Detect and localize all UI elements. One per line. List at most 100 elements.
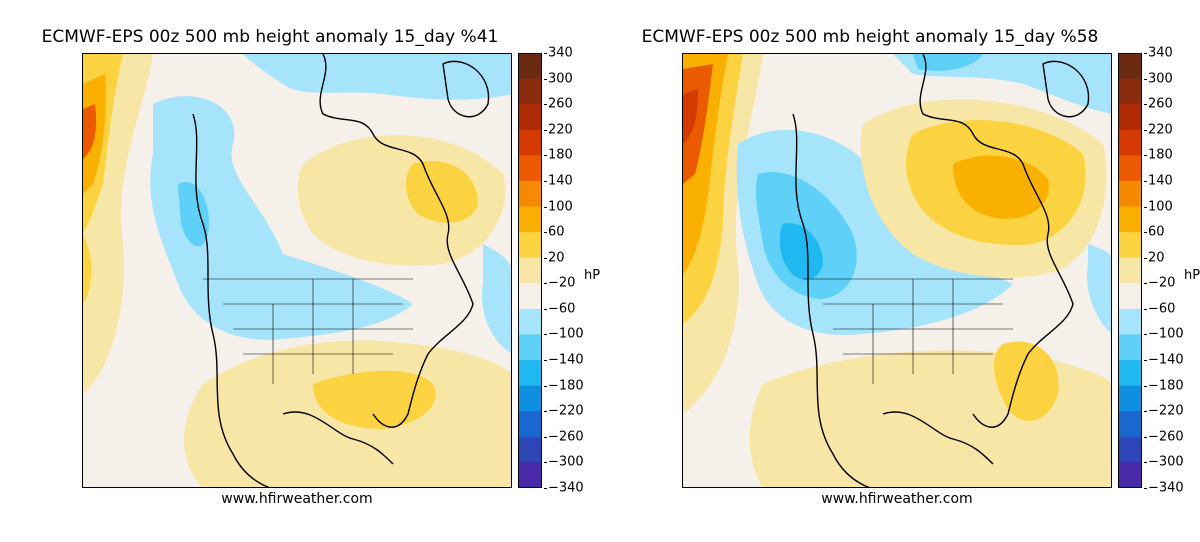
colorbar-segment <box>518 360 542 387</box>
colorbar-tick-mark <box>544 411 547 413</box>
colorbar-segment <box>1118 436 1142 463</box>
colorbar-segment <box>518 257 542 284</box>
colorbar-canvas <box>518 53 542 488</box>
colorbar-segment <box>518 283 542 310</box>
colorbar-tick-mark <box>1144 334 1147 336</box>
colorbar-tick-label: 260 <box>1148 96 1173 112</box>
colorbar-segment <box>518 232 542 259</box>
anomaly-map <box>82 53 512 488</box>
colorbar-tick-mark <box>1144 129 1147 131</box>
colorbar-tick-mark <box>1144 488 1147 489</box>
colorbar-tick-mark <box>1144 78 1147 80</box>
credit-text: www.hfirweather.com <box>221 491 373 507</box>
colorbar-tick-label: −260 <box>548 429 584 445</box>
colorbar-border <box>518 53 542 488</box>
colorbar-tick-mark <box>1144 462 1147 464</box>
panel-title: ECMWF-EPS 00z 500 mb height anomaly 15_d… <box>41 27 499 47</box>
colorbar-tick-mark <box>544 53 547 54</box>
colorbar-tick-label: 100 <box>548 199 573 215</box>
coastline-group <box>792 54 1090 487</box>
colorbar-tick-mark <box>1144 385 1147 387</box>
colorbar-segment <box>518 78 542 105</box>
anomaly-map <box>682 53 1112 488</box>
colorbar-tick-mark <box>1144 104 1147 106</box>
colorbar-tick-mark <box>1144 155 1147 157</box>
colorbar-segment <box>518 462 542 488</box>
colorbar-tick-mark <box>544 283 547 285</box>
colorbar-segment <box>1118 180 1142 208</box>
colorbar-segment <box>1118 206 1142 233</box>
colorbar-tick-mark <box>1144 360 1147 362</box>
colorbar-tick-label: −60 <box>548 301 576 317</box>
colorbar-tick-mark <box>1144 180 1147 182</box>
colorbar-tick-label: 220 <box>548 122 573 138</box>
colorbar-segment <box>518 104 542 131</box>
colorbar-unit: hP <box>1184 268 1200 283</box>
colorbar-tick-label: 60 <box>1148 224 1165 240</box>
colorbar-tick-mark <box>544 462 547 464</box>
colorbar-tick-label: −340 <box>1148 480 1184 496</box>
colorbar-tick-label: 20 <box>548 250 565 266</box>
colorbar-tick-label: −60 <box>1148 301 1176 317</box>
colorbar-tick-label: −340 <box>548 480 584 496</box>
colorbar-tick-label: 300 <box>548 71 573 87</box>
colorbar-tick-label: −20 <box>548 275 576 291</box>
colorbar-tick-label: 340 <box>1148 45 1173 61</box>
colorbar-ticks: 340 300 260 220 180 140 100 60 20 −20 −60 −100 −140 −… <box>1144 46 1200 496</box>
colorbar-segment <box>518 206 542 233</box>
colorbar-segment <box>1118 385 1142 412</box>
colorbar-tick-label: −100 <box>1148 326 1184 342</box>
colorbar-segment <box>518 155 542 182</box>
colorbar-tick-mark <box>544 180 547 182</box>
colorbar-tick-mark <box>544 232 547 234</box>
colorbar-tick-label: −260 <box>1148 429 1184 445</box>
colorbar-tick-label: −20 <box>1148 275 1176 291</box>
colorbar-tick-label: −100 <box>548 326 584 342</box>
colorbar-tick-label: 340 <box>548 45 573 61</box>
colorbar-tick-label: −180 <box>548 378 584 394</box>
colorbar-tick-label: −300 <box>548 454 584 470</box>
colorbar-tick-label: −140 <box>548 352 584 368</box>
colorbar-segment <box>1118 129 1142 156</box>
colorbar-tick-label: −220 <box>548 403 584 419</box>
left-panel: ECMWF-EPS 00z 500 mb height anomaly 15_d… <box>41 27 601 507</box>
colorbar-tick-mark <box>544 308 547 310</box>
colorbar-tick-mark <box>544 155 547 157</box>
colorbar-segment <box>1118 283 1142 310</box>
colorbar-tick-mark <box>544 488 547 489</box>
colorbar-tick-mark <box>544 104 547 106</box>
colorbar-tick-label: 100 <box>1148 199 1173 215</box>
colorbar-segment <box>1118 462 1142 488</box>
colorbar-tick-mark <box>544 334 547 336</box>
anomaly-negative-arctic <box>243 54 511 100</box>
colorbar-segment <box>518 53 542 80</box>
colorbar-tick-label: 140 <box>548 173 573 189</box>
border-group <box>803 278 1013 384</box>
right-panel: ECMWF-EPS 00z 500 mb height anomaly 15_d… <box>600 0 1200 542</box>
border-group <box>203 278 413 384</box>
colorbar-tick-mark <box>1144 232 1147 234</box>
map-canvas <box>83 54 511 487</box>
colorbar-segment <box>1118 232 1142 259</box>
colorbar-ticks: 340 300 260 220 180 140 100 60 20 −20 −60 −100 −140 −… <box>544 46 600 496</box>
colorbar-tick-mark <box>1144 206 1147 208</box>
colorbar-segment <box>518 180 542 208</box>
colorbar-tick-mark <box>544 206 547 208</box>
colorbar-segment <box>518 308 542 335</box>
colorbar-tick-mark <box>544 385 547 387</box>
colorbar-tick-mark <box>1144 436 1147 438</box>
panel-title: ECMWF-EPS 00z 500 mb height anomaly 15_d… <box>641 27 1099 47</box>
colorbar-tick-mark <box>1144 283 1147 285</box>
colorbar-segment <box>1118 104 1142 131</box>
anomaly-positive-southeast <box>749 350 1111 487</box>
colorbar-tick-mark <box>544 129 547 131</box>
colorbar-unit: hP <box>584 268 601 283</box>
colorbar <box>518 53 542 488</box>
credit-text: www.hfirweather.com <box>821 491 973 507</box>
colorbar-tick-label: −220 <box>1148 403 1184 419</box>
colorbar-segment <box>1118 308 1142 335</box>
colorbar-tick-mark <box>544 436 547 438</box>
colorbar-tick-mark <box>1144 257 1147 259</box>
colorbar-tick-label: −180 <box>1148 378 1184 394</box>
colorbar-segment <box>1118 334 1142 361</box>
